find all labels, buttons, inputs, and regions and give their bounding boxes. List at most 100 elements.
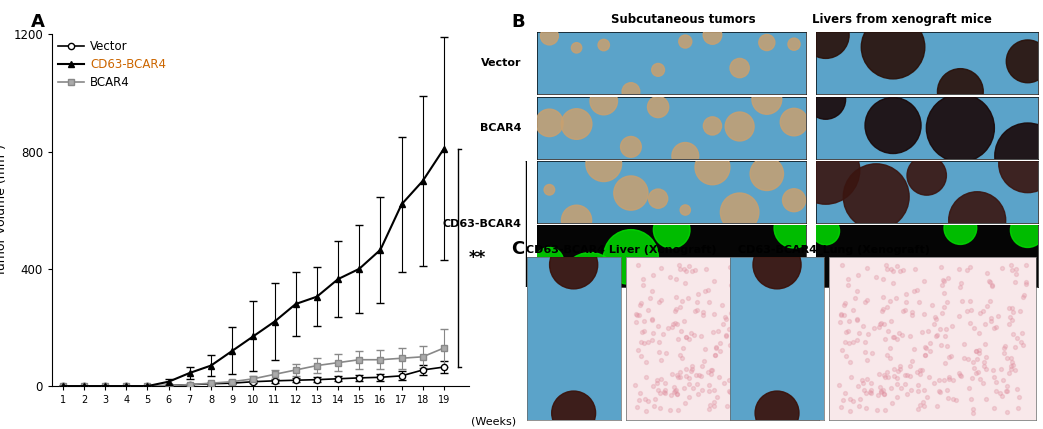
- Point: [738, 312, 755, 319]
- Point: [711, 339, 728, 346]
- Point: [731, 353, 748, 360]
- Point: [1001, 304, 1018, 311]
- Point: [932, 264, 949, 271]
- Point: [778, 264, 795, 271]
- Point: [628, 318, 645, 325]
- Point: [849, 317, 866, 323]
- Point: [636, 317, 653, 324]
- Point: [672, 266, 688, 272]
- Point: [951, 266, 968, 272]
- Point: [800, 292, 817, 299]
- Point: [984, 283, 1000, 290]
- Point: [995, 345, 1012, 352]
- Point: [855, 386, 872, 393]
- Point: [785, 41, 802, 48]
- Point: [993, 264, 1010, 271]
- Point: [681, 335, 698, 342]
- Point: [644, 317, 660, 323]
- Point: [736, 397, 753, 404]
- Point: [706, 311, 723, 317]
- Point: [977, 366, 994, 372]
- Point: [971, 376, 988, 383]
- Point: [628, 311, 645, 318]
- Point: [921, 339, 938, 346]
- Point: [941, 354, 957, 361]
- Point: [981, 298, 998, 305]
- Point: [750, 298, 767, 305]
- Point: [682, 368, 699, 375]
- Point: [778, 393, 795, 400]
- Point: [706, 387, 723, 394]
- Point: [890, 368, 906, 375]
- Point: [750, 395, 767, 402]
- Point: [854, 379, 871, 386]
- Point: [897, 381, 914, 388]
- Point: [785, 225, 802, 232]
- Point: [866, 324, 882, 331]
- Point: [1019, 160, 1036, 167]
- Point: [990, 313, 1006, 320]
- Point: [856, 299, 873, 306]
- Point: [768, 298, 784, 305]
- Point: [697, 288, 713, 295]
- Point: [786, 369, 803, 376]
- Point: [873, 319, 890, 326]
- Point: [945, 377, 962, 384]
- Point: [792, 266, 808, 272]
- Point: [858, 356, 875, 363]
- Point: [961, 384, 977, 391]
- Text: **: **: [468, 249, 486, 267]
- Point: [1006, 344, 1023, 351]
- Point: [632, 300, 649, 307]
- Point: [917, 351, 933, 358]
- Point: [928, 332, 945, 339]
- Point: [906, 265, 923, 272]
- Point: [707, 345, 724, 352]
- Point: [596, 98, 612, 105]
- Point: [660, 324, 677, 331]
- Point: [936, 304, 952, 311]
- Point: [700, 387, 717, 394]
- Point: [637, 373, 654, 380]
- Point: [1019, 152, 1036, 159]
- Point: [762, 321, 779, 328]
- Point: [652, 265, 669, 272]
- Point: [835, 397, 852, 404]
- Point: [623, 190, 639, 196]
- Text: A: A: [31, 13, 45, 31]
- Point: [927, 314, 944, 321]
- Point: [857, 348, 874, 355]
- Point: [869, 406, 886, 413]
- Point: [976, 362, 993, 369]
- Point: [998, 387, 1015, 394]
- Point: [935, 277, 951, 284]
- Text: B: B: [511, 13, 525, 31]
- Point: [778, 366, 795, 372]
- Point: [684, 384, 701, 391]
- Point: [541, 119, 558, 126]
- Point: [863, 387, 879, 394]
- Point: [797, 338, 814, 345]
- Point: [878, 351, 895, 358]
- Point: [672, 373, 688, 380]
- Point: [635, 275, 652, 282]
- Point: [1009, 386, 1025, 393]
- Point: [988, 388, 1004, 395]
- Point: [1003, 262, 1020, 269]
- Point: [644, 288, 660, 295]
- Point: [727, 326, 744, 332]
- Point: [962, 264, 978, 271]
- Point: [1019, 227, 1036, 234]
- Point: [773, 379, 790, 386]
- Point: [831, 318, 848, 325]
- Point: [894, 331, 911, 338]
- Point: [852, 396, 869, 403]
- Point: [799, 342, 816, 349]
- Point: [704, 32, 721, 39]
- Point: [656, 387, 673, 394]
- Point: [783, 383, 800, 390]
- Point: [674, 298, 690, 305]
- Point: [1003, 304, 1020, 311]
- Point: [747, 356, 763, 363]
- Point: [651, 338, 668, 345]
